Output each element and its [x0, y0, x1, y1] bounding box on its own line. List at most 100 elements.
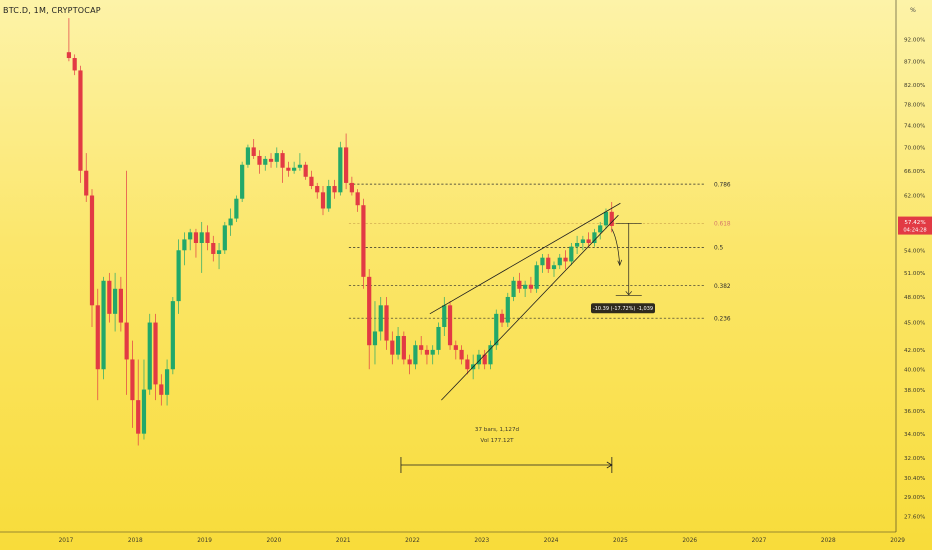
y-tick-label: 38.00% — [904, 388, 925, 394]
y-tick-label: 40.00% — [904, 367, 925, 373]
candle-body — [320, 192, 326, 209]
candle-body — [228, 218, 233, 226]
candle-body — [390, 340, 395, 355]
candle-body — [78, 70, 83, 171]
candle-body — [332, 186, 337, 193]
candle-body — [517, 280, 522, 289]
current-price-badge — [898, 216, 932, 235]
candle-body — [292, 167, 297, 171]
candle-body — [286, 167, 291, 171]
candle-body — [193, 232, 199, 243]
candle-body — [274, 153, 279, 162]
candle-body — [84, 170, 89, 196]
projection-arrow-head — [617, 259, 623, 267]
y-tick-label: 27.60% — [904, 515, 925, 521]
candle-body — [303, 164, 308, 177]
candle-body — [338, 147, 343, 193]
candle-body — [136, 400, 141, 434]
candle-body — [476, 354, 482, 365]
candle-body — [407, 359, 412, 365]
y-tick-label: 51.00% — [904, 271, 925, 277]
candle-body — [557, 257, 562, 266]
candle-body — [563, 257, 568, 262]
candle-body — [401, 335, 406, 360]
candle-body — [499, 313, 505, 323]
candle-body — [251, 147, 256, 156]
candle-body — [118, 288, 123, 323]
candle-body — [176, 250, 181, 302]
candle-body — [465, 359, 470, 370]
x-tick-label: 2028 — [821, 538, 836, 544]
candle-body — [141, 389, 147, 434]
candle-body — [147, 322, 152, 390]
y-tick-label: 29.00% — [904, 495, 925, 501]
candle-body — [113, 288, 118, 314]
candle-body — [72, 58, 77, 71]
y-tick-label: 48.00% — [904, 295, 925, 301]
candle-body — [188, 232, 193, 240]
x-tick-label: 2021 — [336, 538, 351, 544]
candle-body — [528, 284, 533, 289]
x-tick-label: 2018 — [128, 538, 143, 544]
fib-level-label: 0.786 — [714, 182, 731, 188]
candle-body — [580, 239, 585, 243]
candle-body — [534, 265, 539, 289]
candle-body — [315, 186, 320, 193]
y-tick-label: 62.00% — [904, 194, 925, 200]
candle-body — [609, 211, 614, 226]
candle-body — [424, 349, 430, 355]
wedge-lower-line — [441, 214, 619, 401]
candle-body — [592, 232, 597, 243]
y-tick-label: 30.40% — [904, 476, 925, 482]
candle-body — [361, 205, 366, 277]
candle-body — [344, 147, 349, 183]
x-tick-label: 2020 — [267, 538, 282, 544]
x-tick-label: 2017 — [59, 538, 74, 544]
y-tick-label: 74.00% — [904, 124, 925, 130]
candle-body — [569, 246, 574, 262]
x-tick-label: 2022 — [405, 538, 420, 544]
candle-body — [101, 280, 106, 370]
candle-body — [205, 232, 210, 243]
y-tick-label: 87.00% — [904, 59, 925, 65]
candle-body — [234, 198, 239, 219]
candle-body — [309, 176, 314, 187]
candle-body — [367, 276, 372, 346]
fib-level-label: 0.236 — [714, 316, 731, 322]
y-tick-label: 36.00% — [904, 409, 925, 415]
candle-body — [384, 305, 389, 341]
candle-body — [540, 257, 545, 266]
candle-body — [159, 384, 164, 395]
candle-body — [211, 242, 216, 254]
y-tick-label: 66.00% — [904, 169, 925, 175]
candle-body — [89, 195, 95, 306]
candle-body — [447, 305, 453, 346]
candle-body — [66, 52, 71, 59]
candle-body — [511, 280, 516, 297]
candle-body — [245, 147, 251, 165]
candle-body — [349, 182, 354, 193]
candle-body — [378, 305, 383, 332]
fib-level-label: 0.5 — [714, 246, 724, 252]
candle-body — [297, 164, 302, 168]
candle-body — [603, 211, 609, 226]
candle-body — [598, 225, 603, 233]
candle-body — [326, 186, 331, 209]
candle-body — [153, 322, 158, 385]
candle-body — [372, 331, 378, 346]
candle-body — [124, 322, 129, 360]
x-tick-label: 2019 — [197, 538, 212, 544]
candle-body — [586, 239, 591, 243]
candle-body — [257, 155, 262, 165]
x-tick-label: 2024 — [544, 538, 559, 544]
candle-body — [494, 313, 499, 346]
projection-arrow — [611, 228, 621, 266]
candle-body — [395, 335, 401, 355]
candle-body — [199, 232, 204, 243]
measure-label: -10.39 (-17.72%) -1,039 — [593, 306, 653, 312]
candle-body — [280, 153, 285, 168]
candle-body — [216, 250, 222, 254]
y-tick-label: 82.00% — [904, 83, 925, 89]
y-tick-label: 92.00% — [904, 37, 925, 43]
